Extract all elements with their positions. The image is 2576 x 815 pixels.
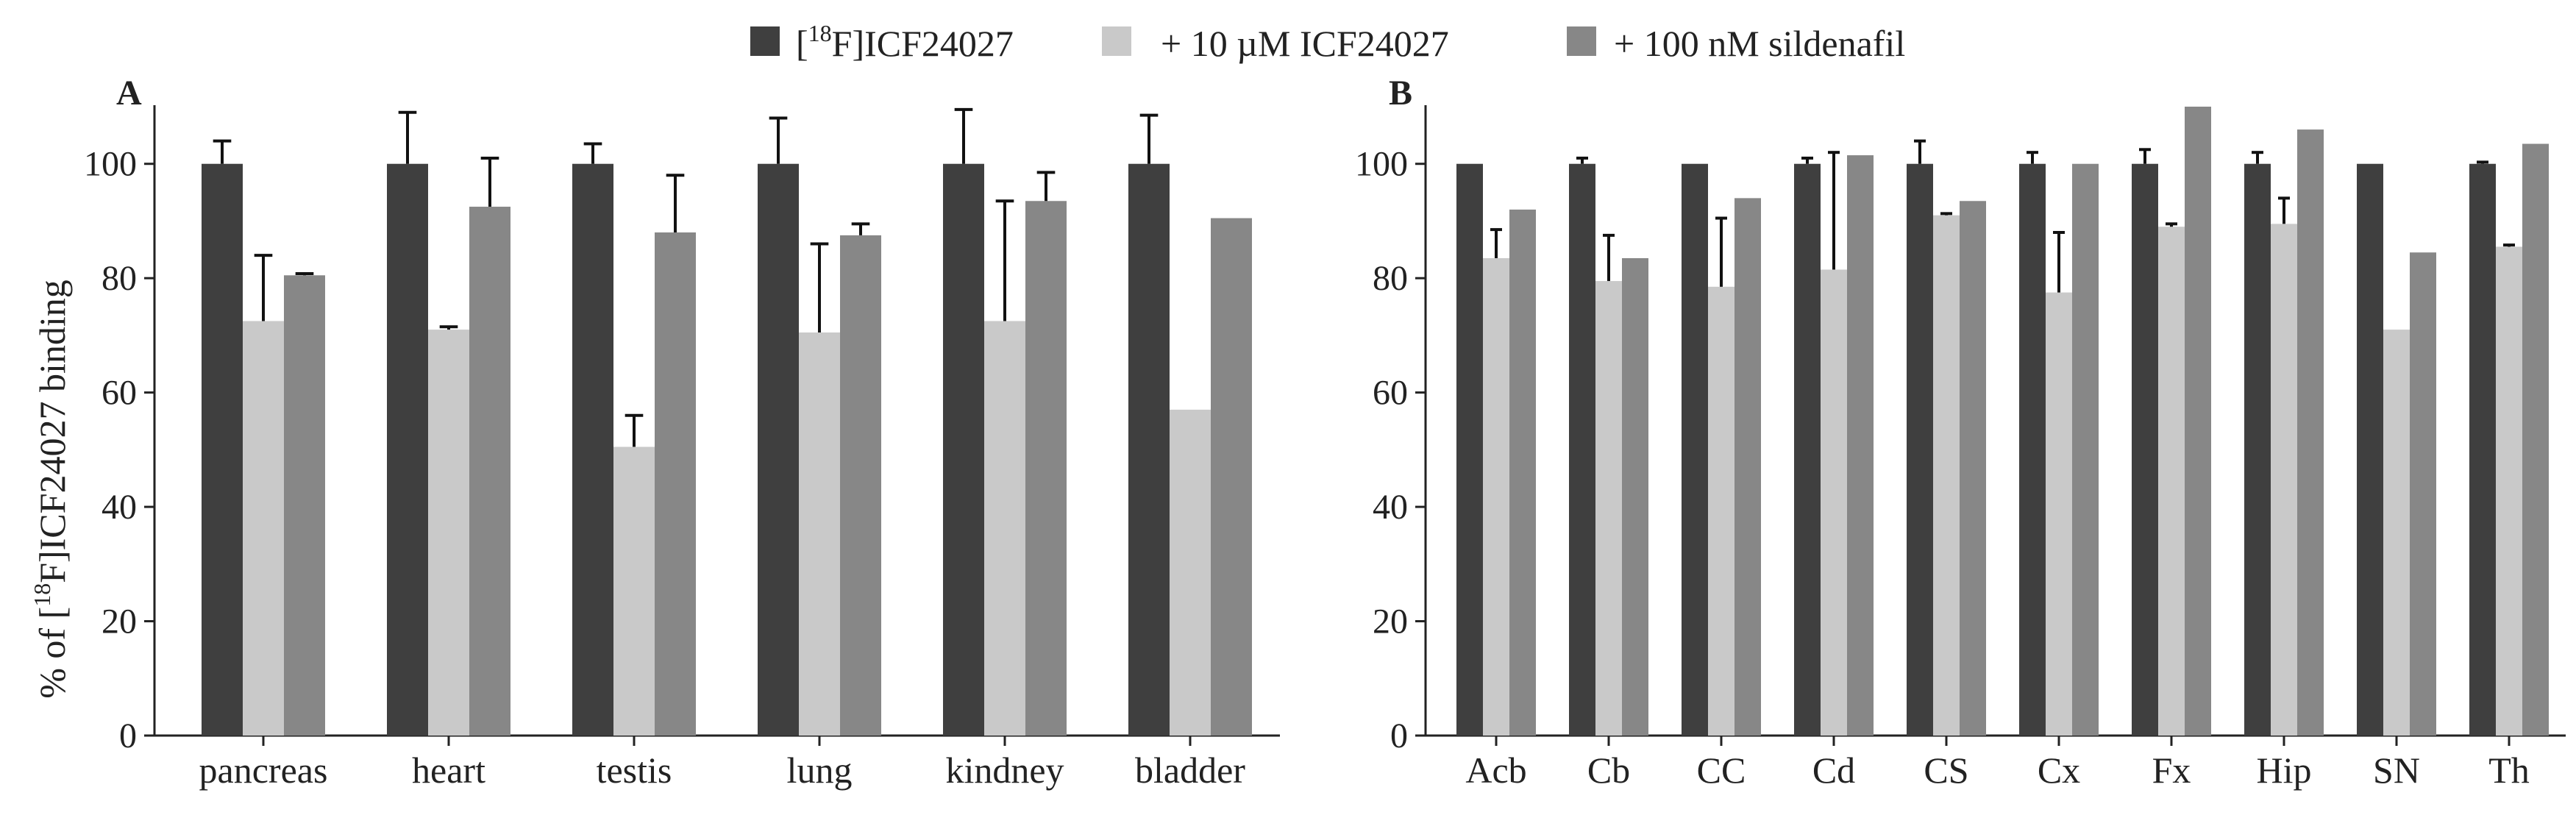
bar-series-3-lung (840, 235, 881, 736)
y-tick-label: 60 (1373, 374, 1408, 413)
bar-series-2-acb (1483, 257, 1509, 736)
bar-series-3-heart (469, 207, 510, 736)
bar-series-3-pancreas (284, 275, 325, 736)
bar-series-1-lung (758, 163, 799, 736)
bar-series-2-heart (428, 330, 469, 736)
bar-series-1-cd (1794, 163, 1821, 736)
bar-series-3-bladder (1211, 218, 1252, 736)
x-tick-label: bladder (1135, 750, 1245, 791)
y-tick-label: 40 (1373, 488, 1408, 527)
bar-series-2-th (2496, 246, 2522, 736)
y-tick-label: 20 (102, 602, 137, 641)
bar-series-2-testis (613, 446, 655, 736)
bar-series-2-lung (799, 332, 840, 736)
legend-label-series-b: + 10 µM ICF24027 (1161, 23, 1449, 64)
x-tick-label: CC (1697, 750, 1746, 791)
x-tick-label: Hip (2257, 750, 2312, 791)
x-tick-label: CS (1924, 750, 1968, 791)
x-tick-label: lung (787, 750, 853, 791)
bar-series-2-hip (2271, 224, 2297, 736)
bar-series-3-acb (1509, 209, 1536, 736)
legend-swatch-series-b (1102, 26, 1131, 56)
bar-series-1-hip (2244, 163, 2271, 736)
bar-series-2-cd (1821, 269, 1847, 736)
bar-series-1-acb (1456, 163, 1483, 736)
y-tick-label: 80 (1373, 259, 1408, 298)
x-tick-label: kindney (945, 750, 1064, 791)
legend-label-series-c: + 100 nM sildenafil (1614, 23, 1905, 64)
legend-label-series-a: [18F]ICF24027 (796, 20, 1014, 64)
bar-series-1-fx (2132, 163, 2158, 736)
bar-series-3-cs (1960, 201, 1986, 736)
bar-series-3-th (2522, 143, 2549, 736)
x-tick-label: Fx (2152, 750, 2191, 791)
bar-series-1-heart (387, 163, 428, 736)
bar-series-2-cx (2046, 292, 2072, 736)
bar-series-2-cs (1933, 215, 1960, 736)
x-tick-label: Th (2488, 750, 2530, 791)
bar-series-1-pancreas (202, 163, 243, 736)
bar-series-1-bladder (1128, 163, 1170, 736)
panel-b: B 0 20 40 60 80 100 Acb Cb CC Cd CS Cx Fx Hip SN Th (1355, 74, 2566, 791)
bar-series-1-cs (1907, 163, 1933, 736)
panel-a-label: A (116, 74, 142, 113)
bar-series-1-kindney (943, 163, 984, 736)
bar-series-3-fx (2185, 107, 2211, 736)
y-axis-title: % of [18F]ICF24027 binding (29, 280, 73, 699)
bar-series-3-cc (1734, 198, 1761, 736)
y-tick-label: 20 (1373, 602, 1408, 641)
y-tick-label: 40 (102, 488, 137, 527)
legend-swatch-series-c (1567, 26, 1596, 56)
bar-series-3-cd (1847, 155, 1874, 736)
bar-series-3-hip (2297, 129, 2324, 736)
legend-swatch-series-a (750, 26, 780, 56)
bar-series-2-pancreas (243, 321, 284, 736)
y-tick-label: 100 (1355, 145, 1408, 184)
bar-series-1-sn (2357, 163, 2383, 736)
legend: [18F]ICF24027 + 10 µM ICF24027 + 100 nM … (750, 20, 1905, 64)
y-tick-label: 0 (119, 716, 137, 755)
panel-a: A 0 20 40 60 80 100 pancreas heart testis lung kin… (84, 74, 1280, 791)
x-tick-label: Cd (1812, 750, 1855, 791)
bar-series-3-kindney (1025, 201, 1067, 736)
y-tick-label: 100 (84, 145, 137, 184)
x-tick-label: Cb (1587, 750, 1630, 791)
bar-series-3-testis (655, 232, 696, 736)
x-tick-label: Acb (1465, 750, 1526, 791)
bar-series-2-kindney (984, 321, 1025, 736)
y-tick-label: 0 (1390, 716, 1408, 755)
bar-series-1-th (2469, 163, 2496, 736)
y-tick-label: 60 (102, 374, 137, 413)
bar-series-1-cb (1569, 163, 1595, 736)
bar-series-2-bladder (1170, 409, 1211, 736)
bar-series-2-cb (1595, 281, 1622, 736)
bar-series-3-cx (2072, 163, 2099, 736)
bar-series-2-cc (1708, 286, 1734, 736)
bar-series-1-cc (1682, 163, 1708, 736)
bar-series-1-testis (572, 163, 613, 736)
x-tick-label: SN (2373, 750, 2420, 791)
bar-series-3-sn (2410, 252, 2436, 736)
x-tick-label: testis (597, 750, 672, 791)
panel-b-label: B (1389, 74, 1412, 113)
bar-series-3-cb (1622, 257, 1648, 736)
x-tick-label: Cx (2038, 750, 2080, 791)
x-tick-label: heart (412, 750, 485, 791)
y-tick-label: 80 (102, 259, 137, 298)
bar-series-1-cx (2019, 163, 2046, 736)
bar-series-2-fx (2158, 227, 2185, 736)
bar-series-2-sn (2383, 330, 2410, 736)
x-tick-label: pancreas (199, 750, 328, 791)
